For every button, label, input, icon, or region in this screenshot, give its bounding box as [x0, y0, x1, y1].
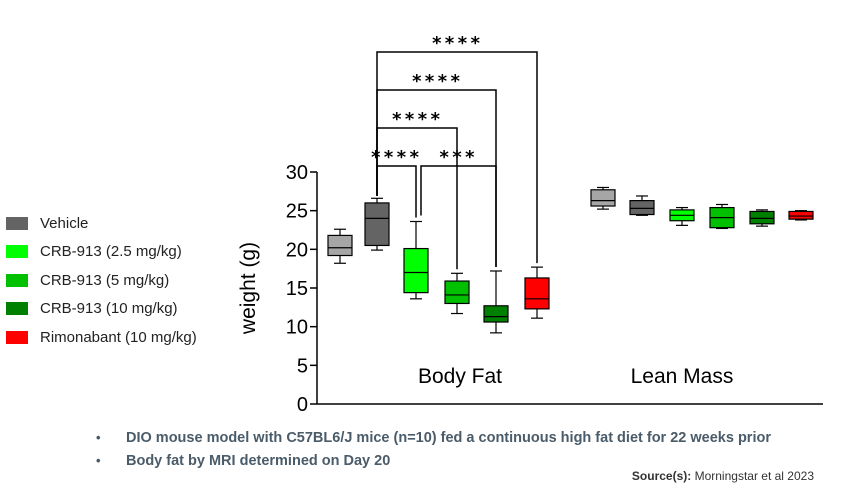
- legend-label: Rimonabant (10 mg/kg): [40, 328, 197, 346]
- y-tick-label: 30: [286, 162, 308, 184]
- y-tick-label: 25: [286, 201, 308, 223]
- significance-bracket: [420, 165, 497, 267]
- legend-swatch: [6, 330, 28, 344]
- bullet-marker: •: [96, 453, 101, 468]
- significance-label: ****: [391, 109, 442, 130]
- legend-item-rimonabant: Rimonabant (10 mg/kg): [6, 323, 197, 352]
- legend-item-crb-913-5: CRB-913 (5 mg/kg): [6, 266, 197, 295]
- box-iqr: [629, 200, 655, 216]
- source-label: Source(s):: [631, 469, 692, 483]
- significance-label: ****: [411, 71, 462, 92]
- legend-label: Vehicle: [40, 214, 89, 232]
- bullet-text: DIO mouse model with C57BL6/J mice (n=10…: [126, 429, 771, 446]
- y-tick-label: 0: [297, 394, 308, 416]
- legend-swatch: [6, 273, 28, 287]
- legend-label: CRB-913 (2.5 mg/kg): [40, 243, 182, 261]
- y-axis-label: weight (g): [237, 242, 260, 335]
- box-iqr: [788, 210, 814, 220]
- group-label-body-fat: Body Fat: [418, 365, 502, 388]
- footnote-bullets: • DIO mouse model with C57BL6/J mice (n=…: [96, 426, 771, 472]
- bullet-item: • Body fat by MRI determined on Day 20: [96, 449, 771, 472]
- group-label-lean-mass: Lean Mass: [631, 365, 734, 388]
- box-plot-chart: 0 5 10 15 20 25 30 weight (g) Body Fat Lean Mass *…: [237, 33, 823, 416]
- legend-swatch: [6, 245, 28, 259]
- legend-label: CRB-913 (10 mg/kg): [40, 300, 178, 318]
- box-iqr: [524, 277, 550, 310]
- box-iqr: [403, 247, 429, 294]
- source-text: Morningstar et al 2023: [694, 469, 814, 483]
- box-iqr: [327, 234, 353, 257]
- legend-item-crb-913-10: CRB-913 (10 mg/kg): [6, 295, 197, 324]
- box-iqr: [444, 280, 470, 305]
- legend-swatch: [6, 216, 28, 230]
- y-tick-label: 20: [286, 239, 308, 261]
- legend-item-crb-913-2-5: CRB-913 (2.5 mg/kg): [6, 238, 197, 267]
- significance-label: ****: [370, 147, 421, 168]
- y-tick-label: 15: [286, 278, 308, 300]
- y-tick-label: 5: [297, 355, 308, 377]
- source-citation: Source(s): Morningstar et al 2023: [632, 469, 814, 483]
- significance-label: ****: [431, 33, 482, 54]
- significance-bracket: [376, 51, 538, 264]
- significance-label: ***: [439, 147, 478, 168]
- box-iqr: [749, 210, 775, 225]
- y-tick-label: 10: [286, 317, 308, 339]
- box-iqr: [483, 305, 509, 323]
- bullet-text: Body fat by MRI determined on Day 20: [126, 452, 391, 469]
- box-iqr: [364, 202, 390, 247]
- legend-item-vehicle: Vehicle: [6, 209, 197, 238]
- legend-swatch: [6, 302, 28, 316]
- bullet-marker: •: [96, 430, 101, 445]
- box-iqr: [590, 189, 616, 207]
- legend-label: CRB-913 (5 mg/kg): [40, 271, 170, 289]
- bullet-item: • DIO mouse model with C57BL6/J mice (n=…: [96, 426, 771, 449]
- legend: Vehicle CRB-913 (2.5 mg/kg) CRB-913 (5 m…: [6, 209, 197, 352]
